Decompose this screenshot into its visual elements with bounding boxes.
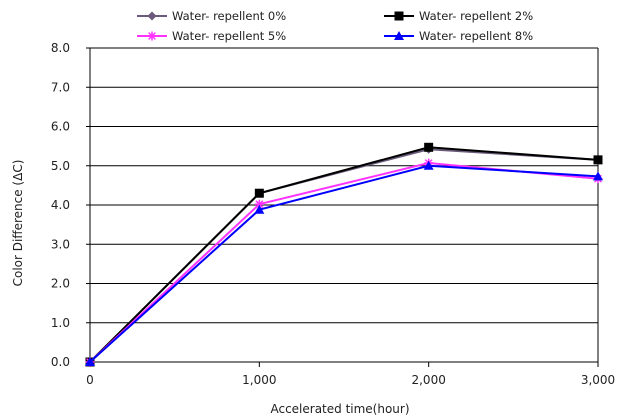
y-tick-label: 2.0 (51, 277, 70, 291)
legend-label-0: Water- repellent 0% (172, 9, 286, 23)
legend-marker-3 (394, 31, 404, 40)
legend-marker-1 (394, 11, 404, 21)
series-1-point-2 (424, 142, 434, 152)
x-tick-label: 1,000 (242, 373, 276, 387)
series-3-point-2 (423, 160, 434, 170)
legend-label-1: Water- repellent 2% (419, 9, 533, 23)
x-tick-label: 2,000 (411, 373, 445, 387)
axes (89, 48, 599, 363)
series-1-point-3 (593, 155, 603, 165)
y-tick-label: 7.0 (51, 80, 70, 94)
y-tick-label: 1.0 (51, 316, 70, 330)
x-axis-title: Accelerated time(hour) (270, 402, 409, 416)
x-tick-labels: 0 1,000 2,000 3,000 (86, 362, 615, 387)
y-tick-label: 6.0 (51, 120, 70, 134)
x-tick-label: 0 (86, 373, 94, 387)
legend: Water- repellent 0% Water- repellent 2% … (137, 9, 533, 43)
legend-label-2: Water- repellent 5% (172, 29, 286, 43)
legend-marker-shape-1 (394, 11, 404, 21)
series-1-point-1 (254, 188, 264, 198)
legend-marker-0 (147, 11, 157, 21)
legend-marker-shape-0 (147, 11, 157, 21)
legend-label-3: Water- repellent 8% (419, 29, 533, 43)
legend-item-1: Water- repellent 2% (384, 9, 533, 23)
series-3-point-3 (593, 171, 603, 181)
series-line-1 (89, 146, 599, 363)
series-3-point-1 (254, 204, 265, 214)
legend-marker-shape-3 (394, 31, 404, 40)
y-tick-label: 8.0 (51, 41, 70, 55)
y-tick-label: 0.0 (51, 355, 70, 369)
series-line-3 (89, 164, 599, 363)
series-line-2 (89, 161, 599, 363)
y-tick-label: 3.0 (51, 237, 70, 251)
legend-item-3: Water- repellent 8% (384, 29, 533, 43)
legend-marker-2 (147, 31, 157, 41)
legend-item-2: Water- repellent 5% (137, 29, 286, 43)
x-tick-label: 3,000 (581, 373, 615, 387)
series-line-0 (89, 148, 599, 363)
legend-marker-shape-2 (147, 31, 157, 41)
y-tick-label: 4.0 (51, 198, 70, 212)
y-tick-labels: 0.0 1.0 2.0 3.0 4.0 5.0 6.0 7.0 8.0 (51, 41, 70, 369)
gridlines (86, 47, 598, 363)
y-tick-label: 5.0 (51, 159, 70, 173)
legend-item-0: Water- repellent 0% (137, 9, 286, 23)
series-3-point-0 (85, 357, 95, 366)
y-axis-title: Color Difference (ΔC) (11, 160, 25, 287)
series-layer (85, 142, 603, 367)
